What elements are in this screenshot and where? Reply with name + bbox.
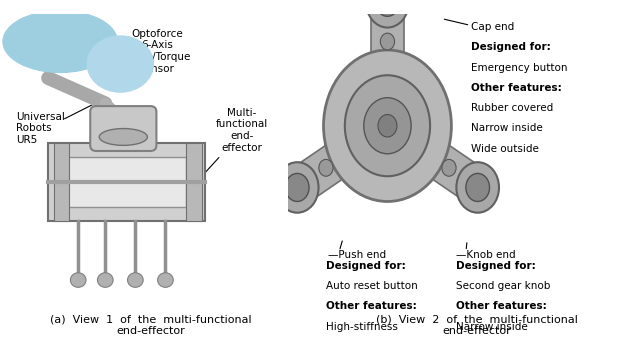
Ellipse shape: [3, 11, 117, 72]
Text: Second gear knob: Second gear knob: [456, 281, 550, 291]
FancyBboxPatch shape: [90, 106, 156, 151]
Text: Multi-
functional
end-
effector: Multi- functional end- effector: [216, 108, 268, 152]
Circle shape: [319, 160, 333, 176]
Circle shape: [285, 173, 309, 201]
Text: Designed for:: Designed for:: [456, 261, 536, 271]
Polygon shape: [289, 123, 375, 204]
Circle shape: [466, 173, 490, 201]
Circle shape: [456, 162, 499, 213]
Bar: [48, 143, 205, 221]
Text: Other features:: Other features:: [471, 83, 562, 93]
Circle shape: [276, 162, 319, 213]
Text: Auto reset button: Auto reset button: [326, 281, 418, 291]
Text: Narrow inside: Narrow inside: [456, 322, 527, 332]
Bar: [54, 143, 69, 221]
Ellipse shape: [99, 128, 147, 145]
Text: —Knob end: —Knob end: [456, 250, 515, 260]
Bar: [66, 156, 186, 207]
Circle shape: [345, 75, 430, 176]
Text: Designed for:: Designed for:: [471, 42, 551, 52]
Circle shape: [157, 273, 173, 287]
Polygon shape: [371, 2, 404, 98]
Circle shape: [366, 0, 409, 28]
Text: Optoforce
6-Axis
Force/Torque
Sensor: Optoforce 6-Axis Force/Torque Sensor: [124, 29, 190, 74]
Text: Other features:: Other features:: [456, 301, 547, 312]
Text: Rubber covered: Rubber covered: [471, 103, 554, 113]
Polygon shape: [399, 123, 486, 204]
Text: Narrow inside: Narrow inside: [471, 123, 543, 134]
Circle shape: [442, 160, 456, 176]
Text: Designed for:: Designed for:: [326, 261, 406, 271]
Text: Emergency button: Emergency button: [471, 63, 568, 73]
Text: —Push end: —Push end: [328, 250, 386, 260]
Text: (b)  View  2  of  the  multi-functional
end-effector: (b) View 2 of the multi-functional end-e…: [376, 314, 578, 336]
Ellipse shape: [87, 36, 154, 92]
Text: (a)  View  1  of  the  multi-functional
end-effector: (a) View 1 of the multi-functional end-e…: [49, 314, 252, 336]
Text: Wide outside: Wide outside: [471, 144, 539, 154]
Circle shape: [376, 0, 399, 16]
Circle shape: [127, 273, 143, 287]
Text: Cap end: Cap end: [471, 22, 515, 32]
Circle shape: [70, 273, 86, 287]
Circle shape: [378, 115, 397, 137]
Text: Other features:: Other features:: [326, 301, 417, 312]
Text: High-stiffness: High-stiffness: [326, 322, 398, 332]
Circle shape: [323, 50, 451, 201]
Circle shape: [97, 273, 113, 287]
Bar: [186, 143, 202, 221]
Circle shape: [364, 98, 411, 154]
Text: Universal
Robots
UR5: Universal Robots UR5: [16, 112, 65, 145]
Circle shape: [380, 33, 394, 50]
